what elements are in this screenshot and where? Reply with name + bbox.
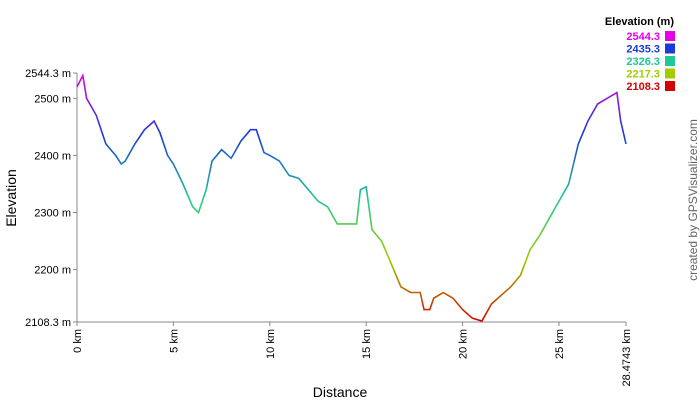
y-tick-label: 2108.3 m — [25, 317, 71, 329]
legend-label: 2326.3 — [626, 56, 660, 68]
legend-label: 2108.3 — [626, 81, 660, 93]
x-tick-label: 25 km — [554, 329, 566, 359]
legend-swatch — [665, 81, 675, 91]
legend-swatch — [665, 43, 675, 54]
y-tick-label: 2544.3 m — [25, 68, 71, 80]
x-tick-label: 15 km — [361, 329, 373, 359]
x-tick-label: 0 km — [72, 329, 84, 353]
legend-title: Elevation (m) — [605, 16, 674, 28]
x-tick-label: 5 km — [168, 329, 180, 353]
y-tick-label: 2200 m — [34, 265, 71, 277]
legend-swatch — [665, 68, 675, 79]
y-tick-label: 2400 m — [34, 150, 71, 162]
x-tick-label: 10 km — [265, 329, 277, 359]
credit: created by GPSVisualizer.com — [686, 119, 700, 281]
legend-swatch — [665, 31, 675, 41]
elevation-line — [76, 72, 627, 322]
x-axis-label: Distance — [313, 384, 368, 400]
y-axis-label: Elevation — [3, 169, 19, 227]
legend-label: 2435.3 — [626, 44, 660, 56]
legend-label: 2544.3 — [626, 31, 660, 43]
x-tick-label: 20 km — [458, 329, 470, 359]
y-tick-label: 2500 m — [34, 93, 71, 105]
legend-swatch — [665, 56, 675, 66]
x-tick-label: 28.4743 km — [621, 329, 633, 386]
y-tick-label: 2300 m — [34, 208, 71, 220]
legend-label: 2217.3 — [626, 69, 660, 81]
